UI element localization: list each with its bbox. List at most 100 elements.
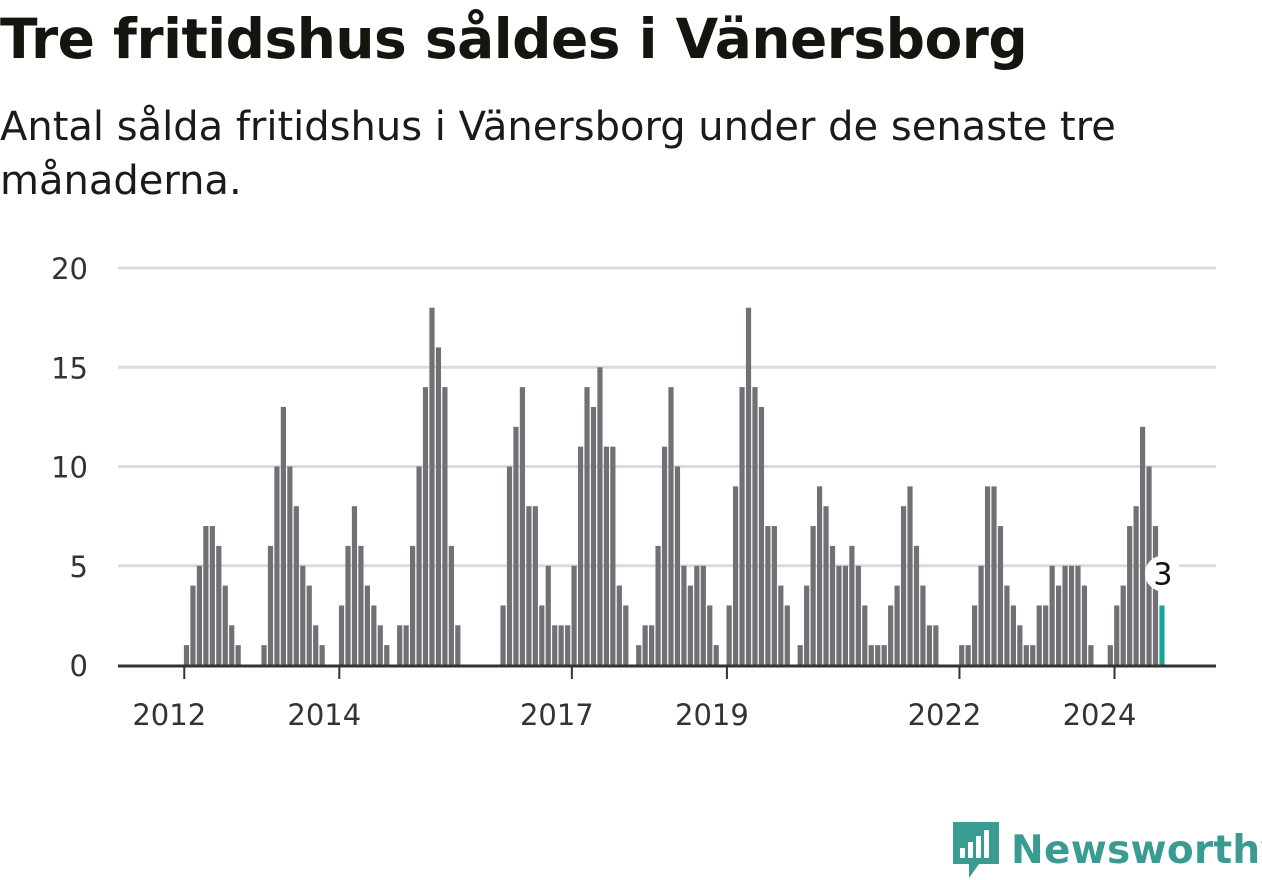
logo-text: Newsworthy bbox=[1011, 827, 1262, 873]
bar bbox=[552, 625, 558, 665]
bar bbox=[1017, 625, 1023, 665]
bar bbox=[261, 645, 267, 665]
bar bbox=[778, 585, 784, 665]
bar bbox=[758, 406, 765, 665]
bar bbox=[371, 605, 377, 665]
bar bbox=[397, 625, 403, 665]
bar bbox=[267, 545, 274, 665]
bar bbox=[384, 645, 390, 665]
bar bbox=[435, 347, 442, 665]
x-tick-label: 2017 bbox=[520, 698, 594, 732]
bar bbox=[991, 486, 997, 665]
bar bbox=[416, 466, 422, 665]
page-subtitle: Antal sålda fritidshus i Vänersborg unde… bbox=[0, 104, 1116, 204]
bar bbox=[506, 466, 513, 665]
highlight-bar bbox=[1159, 605, 1165, 665]
bar bbox=[836, 565, 842, 665]
bar bbox=[965, 645, 971, 665]
bar bbox=[590, 406, 597, 665]
bar bbox=[1152, 526, 1159, 665]
bar bbox=[810, 526, 816, 665]
bar bbox=[959, 645, 965, 665]
bar bbox=[900, 506, 907, 665]
bar bbox=[707, 605, 713, 665]
bar bbox=[274, 466, 280, 665]
bar bbox=[1068, 565, 1075, 665]
bar bbox=[565, 625, 571, 665]
bar bbox=[280, 406, 286, 665]
bar bbox=[1049, 565, 1055, 665]
bar bbox=[842, 565, 849, 665]
bar bbox=[1056, 585, 1062, 665]
bar bbox=[410, 545, 416, 665]
bar bbox=[319, 645, 325, 665]
bar bbox=[539, 605, 545, 665]
bar bbox=[222, 585, 228, 665]
bar bbox=[545, 565, 551, 665]
bar bbox=[681, 565, 687, 665]
bar bbox=[875, 645, 881, 665]
bar bbox=[603, 446, 609, 665]
bar bbox=[1043, 605, 1049, 665]
bar bbox=[403, 625, 409, 665]
bar bbox=[209, 526, 215, 665]
bar bbox=[713, 645, 719, 665]
x-tick-label: 2022 bbox=[908, 698, 982, 732]
bar bbox=[655, 545, 661, 665]
bar bbox=[429, 307, 435, 665]
bar bbox=[745, 307, 752, 665]
bar bbox=[1120, 585, 1126, 665]
bar bbox=[1133, 506, 1139, 665]
bar bbox=[978, 565, 984, 665]
bar bbox=[733, 486, 739, 665]
bar bbox=[1081, 585, 1088, 665]
y-tick-label: 5 bbox=[70, 550, 88, 584]
bar bbox=[610, 446, 616, 665]
bar bbox=[752, 387, 758, 665]
bar bbox=[455, 625, 461, 665]
bar bbox=[816, 486, 823, 665]
bar bbox=[442, 387, 448, 665]
bar bbox=[196, 565, 203, 665]
bar bbox=[216, 545, 222, 665]
bar-chart-speech-bubble-icon bbox=[953, 822, 999, 878]
bar bbox=[926, 625, 932, 665]
bar bbox=[623, 605, 629, 665]
bar bbox=[907, 486, 913, 665]
bar bbox=[700, 565, 706, 665]
x-tick-label: 2019 bbox=[675, 698, 749, 732]
bar bbox=[804, 585, 810, 665]
bar bbox=[823, 506, 829, 665]
bar bbox=[584, 387, 590, 665]
bar bbox=[913, 545, 920, 665]
bar bbox=[829, 545, 836, 665]
bar bbox=[1030, 645, 1036, 665]
bar bbox=[532, 506, 538, 665]
bar bbox=[894, 585, 900, 665]
bar bbox=[364, 585, 370, 665]
bar bbox=[694, 565, 700, 665]
bar bbox=[351, 506, 358, 665]
bar bbox=[687, 585, 693, 665]
bar bbox=[726, 605, 732, 665]
data-label: 3 bbox=[1153, 557, 1172, 592]
newsworthy-logo: Newsworthy bbox=[951, 820, 1262, 880]
page-title: Tre fritidshus såldes i Vänersborg bbox=[0, 7, 1028, 71]
bar bbox=[235, 645, 241, 665]
bar bbox=[972, 605, 978, 665]
bar bbox=[571, 565, 577, 665]
bar bbox=[868, 645, 874, 665]
bar bbox=[306, 585, 312, 665]
bar bbox=[888, 605, 894, 665]
y-tick-label: 20 bbox=[51, 252, 88, 286]
bar bbox=[997, 526, 1004, 665]
bar bbox=[1036, 605, 1042, 665]
y-tick-label: 10 bbox=[51, 451, 88, 485]
bar bbox=[513, 426, 519, 665]
bar bbox=[577, 446, 584, 665]
bar bbox=[649, 625, 655, 665]
bar bbox=[1127, 526, 1133, 665]
data-label-bg bbox=[1144, 555, 1181, 592]
bar bbox=[1114, 605, 1120, 665]
